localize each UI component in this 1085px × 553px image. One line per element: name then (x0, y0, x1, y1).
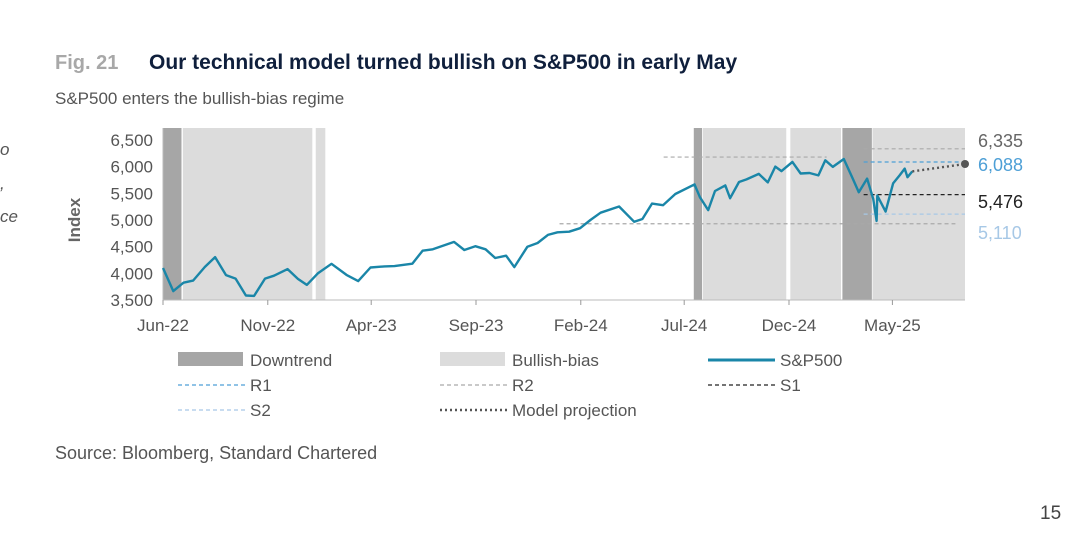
legend-label: Model projection (512, 401, 637, 420)
page-number: 15 (1040, 503, 1062, 524)
legend-label: S&P500 (780, 351, 842, 370)
x-tick-label: Apr-23 (346, 316, 397, 335)
source-note: Source: Bloomberg, Standard Chartered (55, 443, 378, 463)
y-axis-title: Index (65, 197, 84, 242)
model-projection-line (912, 162, 966, 173)
y-tick-label: 5,500 (110, 184, 153, 203)
y-tick-label: 5,000 (110, 211, 153, 230)
y-tick-label: 3,500 (110, 291, 153, 310)
r2-value-label: 6,335 (978, 131, 1023, 151)
legend-label: Bullish-bias (512, 351, 599, 370)
downtrend-band (163, 128, 182, 300)
x-tick-label: May-25 (864, 316, 921, 335)
x-tick-label: Dec-24 (762, 316, 817, 335)
x-tick-label: Jul-24 (661, 316, 707, 335)
bullish-bias-band (702, 128, 787, 300)
cropped-text-fragment: , (0, 174, 5, 193)
y-tick-label: 4,500 (110, 238, 153, 257)
s1-value-label: 5,476 (978, 192, 1023, 212)
r1-value-label: 6,088 (978, 155, 1023, 175)
legend-swatch (440, 352, 505, 366)
sp500-line (161, 157, 914, 298)
s2-value-label: 5,110 (978, 223, 1022, 243)
cropped-text-fragment: ce (0, 207, 18, 226)
legend-label: S2 (250, 401, 271, 420)
legend-swatch (178, 352, 243, 366)
legend-label: Downtrend (250, 351, 332, 370)
x-tick-label: Feb-24 (554, 316, 608, 335)
legend-label: R2 (512, 376, 534, 395)
projection-endpoint (961, 160, 969, 168)
x-tick-label: Jun-22 (137, 316, 189, 335)
sp500-technical-chart: 3,500 4,000 4,500 5,000 5,500 6,000 6,500 Jun-2… (65, 128, 1023, 420)
downtrend-band (693, 128, 703, 300)
chart-subtitle: S&P500 enters the bullish-bias regime (55, 89, 345, 108)
chart-title: Our technical model turned bullish on S&… (149, 51, 738, 74)
legend-label: S1 (780, 376, 801, 395)
x-tick-label: Sep-23 (449, 316, 504, 335)
cropped-text-fragment: o (0, 140, 10, 159)
y-tick-label: 4,000 (110, 264, 153, 283)
bullish-bias-band (790, 128, 842, 300)
legend-label: R1 (250, 376, 272, 395)
y-tick-label: 6,000 (110, 158, 153, 177)
y-tick-label: 6,500 (110, 131, 153, 150)
figure-number: Fig. 21 (55, 52, 119, 74)
bullish-bias-band (315, 128, 326, 300)
x-tick-label: Nov-22 (240, 316, 295, 335)
